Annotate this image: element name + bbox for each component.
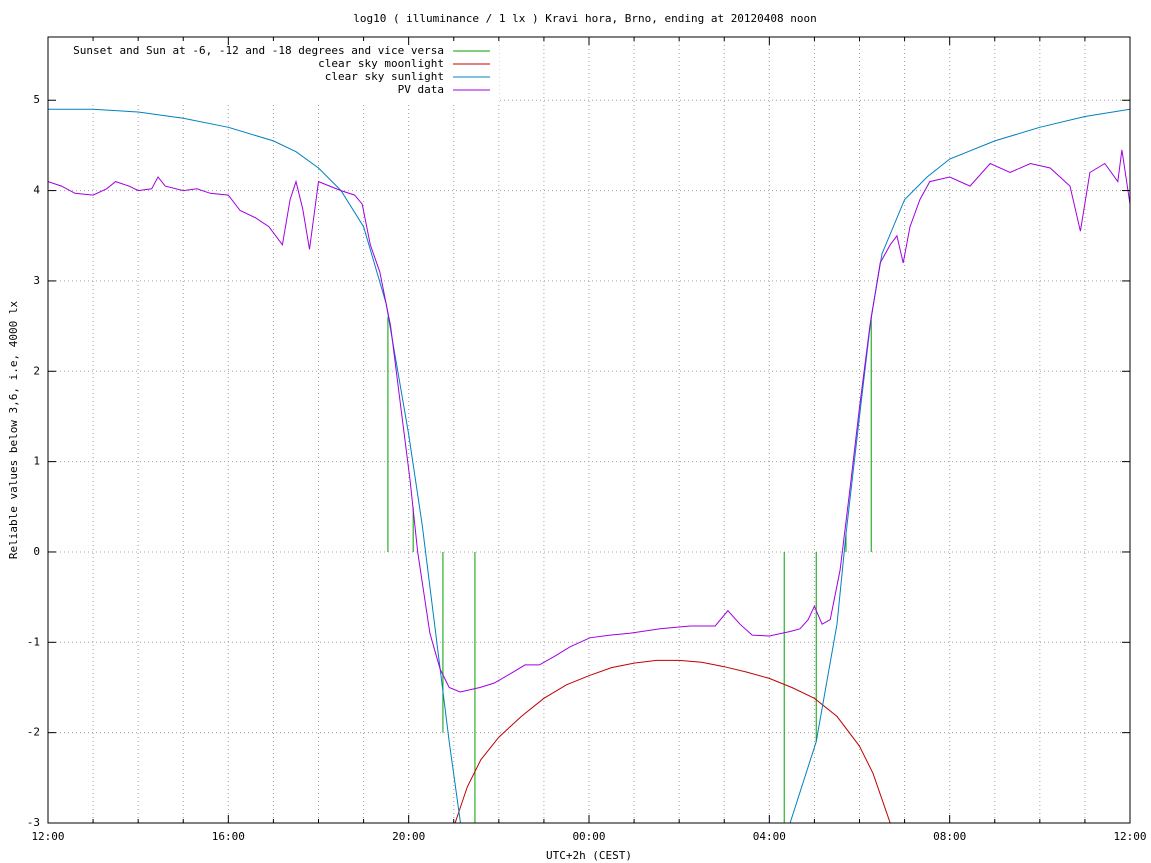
- legend-label: PV data: [398, 83, 444, 96]
- y-tick-label: 4: [33, 184, 40, 197]
- y-tick-label: -3: [27, 816, 40, 829]
- x-tick-label: 12:00: [31, 830, 64, 843]
- x-axis-label: UTC+2h (CEST): [546, 849, 632, 862]
- y-tick-label: -1: [27, 635, 40, 648]
- x-tick-label: 16:00: [212, 830, 245, 843]
- chart-title: log10 ( illuminance / 1 lx ) Kravi hora,…: [353, 12, 817, 25]
- x-tick-label: 00:00: [572, 830, 605, 843]
- y-tick-label: -2: [27, 726, 40, 739]
- x-tick-label: 20:00: [392, 830, 425, 843]
- y-tick-label: 2: [33, 364, 40, 377]
- x-tick-label: 08:00: [933, 830, 966, 843]
- series-line: [48, 108, 1130, 823]
- series-line: [48, 149, 1130, 693]
- legend-box: [49, 38, 499, 102]
- x-tick-label: 12:00: [1113, 830, 1146, 843]
- plot-area: [48, 108, 1130, 823]
- legend-label: Sunset and Sun at -6, -12 and -18 degree…: [73, 44, 444, 57]
- x-tick-label: 04:00: [753, 830, 786, 843]
- y-axis-label: Reliable values below 3,6, i.e, 4000 lx: [7, 300, 20, 559]
- legend-label: clear sky sunlight: [325, 70, 444, 83]
- series-line: [454, 659, 891, 823]
- legend-label: clear sky moonlight: [318, 57, 444, 70]
- y-tick-label: 1: [33, 455, 40, 468]
- y-tick-label: 5: [33, 93, 40, 106]
- y-tick-label: 3: [33, 274, 40, 287]
- y-tick-label: 0: [33, 545, 40, 558]
